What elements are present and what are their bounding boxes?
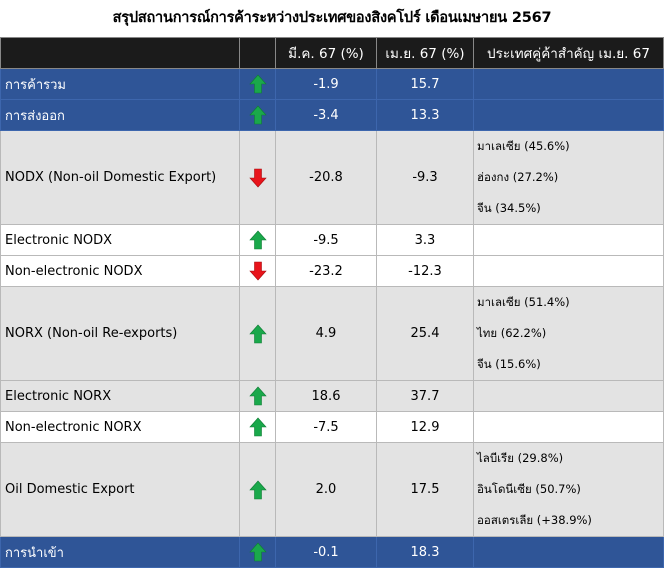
partner-item: ออสเตรเลีย (+38.9%) bbox=[477, 513, 592, 527]
table-row: Non-electronic NODX -23.2 -12.3 bbox=[0, 255, 664, 287]
table-header-row: มี.ค. 67 (%) เม.ย. 67 (%) ประเทศคู่ค้าสำ… bbox=[0, 37, 664, 69]
mar-value: 4.9 bbox=[275, 286, 377, 381]
apr-value: 15.7 bbox=[376, 68, 474, 100]
partner-item: จีน (15.6%) bbox=[477, 357, 541, 371]
partners-cell bbox=[473, 411, 664, 443]
arrow-up-icon bbox=[248, 105, 267, 125]
mar-value: -0.1 bbox=[275, 536, 377, 568]
row-label: Oil Domestic Export bbox=[0, 442, 240, 537]
trend-cell bbox=[239, 68, 276, 100]
header-mar-col: มี.ค. 67 (%) bbox=[275, 37, 377, 69]
row-label: Electronic NODX bbox=[0, 224, 240, 256]
mar-value: -7.5 bbox=[275, 411, 377, 443]
partners-list: มาเลเซีย (45.6%) ฮ่องกง (27.2%) จีน (34.5%… bbox=[477, 132, 663, 224]
partners-cell: มาเลเซีย (51.4%) ไทย (62.2%) จีน (15.6%) bbox=[473, 286, 664, 381]
arrow-up-icon bbox=[248, 386, 267, 406]
arrow-down-icon bbox=[248, 261, 267, 281]
apr-value: -9.3 bbox=[376, 130, 474, 225]
table-row: การส่งออก -3.4 13.3 bbox=[0, 99, 664, 131]
table-row: NORX (Non-oil Re-exports) 4.9 25.4 มาเลเซีย… bbox=[0, 286, 664, 381]
arrow-down-icon bbox=[248, 168, 267, 187]
row-label: Non-electronic NODX bbox=[0, 255, 240, 287]
trend-cell bbox=[239, 224, 276, 256]
partners-cell bbox=[473, 536, 664, 568]
trend-cell bbox=[239, 380, 276, 412]
row-label: NODX (Non-oil Domestic Export) bbox=[0, 130, 240, 225]
apr-value: 13.3 bbox=[376, 99, 474, 131]
partner-item: ไลบีเรีย (29.8%) bbox=[477, 451, 564, 465]
trend-cell bbox=[239, 442, 276, 537]
arrow-up-icon bbox=[248, 324, 267, 343]
partner-item: มาเลเซีย (51.4%) bbox=[477, 295, 570, 309]
partners-cell bbox=[473, 68, 664, 100]
trend-cell bbox=[239, 536, 276, 568]
arrow-up-icon bbox=[248, 230, 267, 250]
mar-value: 18.6 bbox=[275, 380, 377, 412]
arrow-up-icon bbox=[248, 542, 267, 562]
apr-value: 37.7 bbox=[376, 380, 474, 412]
trend-cell bbox=[239, 286, 276, 381]
partner-item: มาเลเซีย (45.6%) bbox=[477, 139, 570, 153]
apr-value: 18.3 bbox=[376, 536, 474, 568]
table-row: Non-electronic NORX -7.5 12.9 bbox=[0, 411, 664, 443]
trend-cell bbox=[239, 130, 276, 225]
partner-item: ฮ่องกง (27.2%) bbox=[477, 170, 559, 184]
partner-item: ไทย (62.2%) bbox=[477, 326, 547, 340]
mar-value: -3.4 bbox=[275, 99, 377, 131]
row-label: การส่งออก bbox=[0, 99, 240, 131]
header-partners-col: ประเทศคู่ค้าสำคัญ เม.ย. 67 bbox=[473, 37, 664, 69]
row-label: NORX (Non-oil Re-exports) bbox=[0, 286, 240, 381]
row-label: การค้ารวม bbox=[0, 68, 240, 100]
trade-summary-table: มี.ค. 67 (%) เม.ย. 67 (%) ประเทศคู่ค้าสำ… bbox=[0, 37, 664, 568]
row-label: Non-electronic NORX bbox=[0, 411, 240, 443]
mar-value: -1.9 bbox=[275, 68, 377, 100]
partners-list: ไลบีเรีย (29.8%) อินโดนีเซีย (50.7%) ออสเต… bbox=[477, 444, 663, 536]
partners-cell bbox=[473, 224, 664, 256]
mar-value: 2.0 bbox=[275, 442, 377, 537]
row-label: การนำเข้า bbox=[0, 536, 240, 568]
partners-list: มาเลเซีย (51.4%) ไทย (62.2%) จีน (15.6%) bbox=[477, 288, 663, 380]
table-row: Electronic NORX 18.6 37.7 bbox=[0, 380, 664, 412]
arrow-up-icon bbox=[248, 417, 267, 437]
apr-value: 3.3 bbox=[376, 224, 474, 256]
partners-cell bbox=[473, 99, 664, 131]
arrow-up-icon bbox=[248, 74, 267, 94]
header-label-col bbox=[0, 37, 240, 69]
partners-cell bbox=[473, 255, 664, 287]
table-row: การนำเข้า -0.1 18.3 bbox=[0, 536, 664, 568]
trend-cell bbox=[239, 411, 276, 443]
partners-cell: มาเลเซีย (45.6%) ฮ่องกง (27.2%) จีน (34.5%… bbox=[473, 130, 664, 225]
mar-value: -9.5 bbox=[275, 224, 377, 256]
partners-cell bbox=[473, 380, 664, 412]
apr-value: 12.9 bbox=[376, 411, 474, 443]
trend-cell bbox=[239, 255, 276, 287]
partner-item: จีน (34.5%) bbox=[477, 201, 541, 215]
apr-value: 25.4 bbox=[376, 286, 474, 381]
table-row: Oil Domestic Export 2.0 17.5 ไลบีเรีย (29.8… bbox=[0, 442, 664, 537]
partner-item: อินโดนีเซีย (50.7%) bbox=[477, 482, 581, 496]
header-trend-col bbox=[239, 37, 276, 69]
table-row: Electronic NODX -9.5 3.3 bbox=[0, 224, 664, 256]
row-label: Electronic NORX bbox=[0, 380, 240, 412]
apr-value: -12.3 bbox=[376, 255, 474, 287]
header-apr-col: เม.ย. 67 (%) bbox=[376, 37, 474, 69]
trend-cell bbox=[239, 99, 276, 131]
mar-value: -23.2 bbox=[275, 255, 377, 287]
mar-value: -20.8 bbox=[275, 130, 377, 225]
apr-value: 17.5 bbox=[376, 442, 474, 537]
page-title: สรุปสถานการณ์การค้าระหว่างประเทศของสิงคโ… bbox=[112, 10, 552, 26]
table-row: การค้ารวม -1.9 15.7 bbox=[0, 68, 664, 100]
table-row: NODX (Non-oil Domestic Export) -20.8 -9.3 ม… bbox=[0, 130, 664, 225]
arrow-up-icon bbox=[248, 480, 267, 499]
partners-cell: ไลบีเรีย (29.8%) อินโดนีเซีย (50.7%) ออสเต… bbox=[473, 442, 664, 537]
